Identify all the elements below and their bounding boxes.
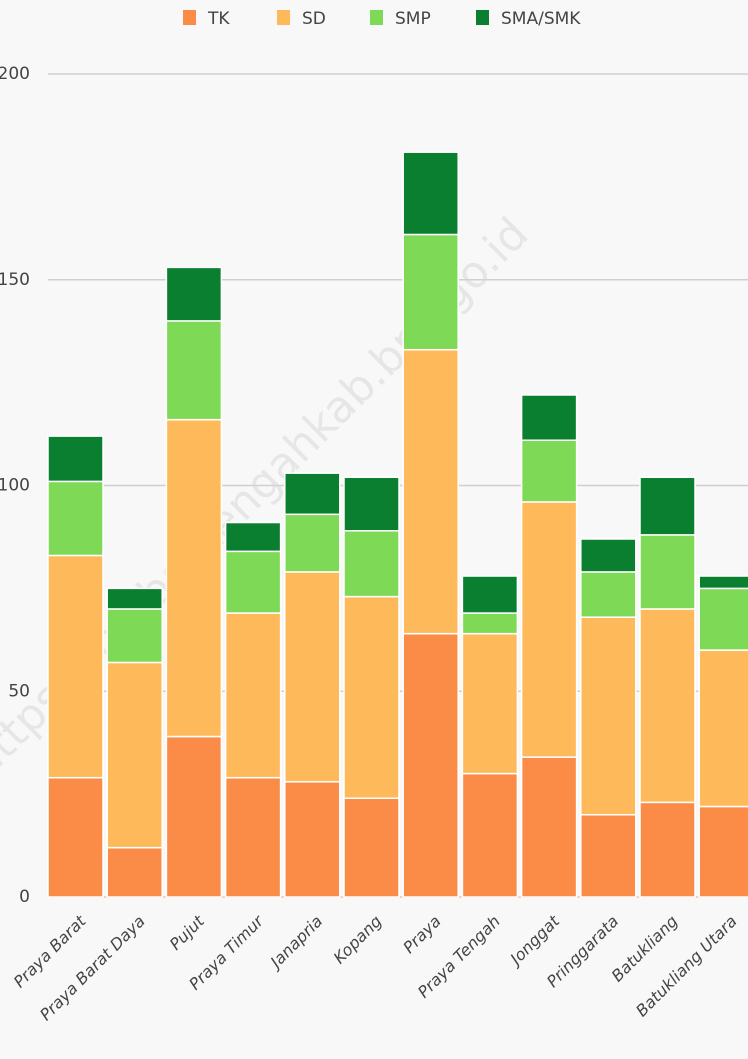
bar-segment <box>343 797 400 898</box>
bar-segment <box>284 513 341 573</box>
bar-segment <box>580 538 637 573</box>
bar-segment <box>639 801 696 898</box>
bar-segment <box>461 772 519 898</box>
bar-segment <box>461 575 519 614</box>
x-tick-label: Praya <box>399 912 444 957</box>
bar-segment <box>402 632 459 898</box>
bar-segment <box>165 418 223 738</box>
bar-segment <box>343 476 400 532</box>
bar-segment <box>639 608 696 804</box>
bar-segment <box>47 480 104 557</box>
bar-segment <box>284 571 341 783</box>
x-tick-label: Janapria <box>264 912 326 974</box>
bar-segment <box>47 435 104 483</box>
x-tick-label: Jonggat <box>504 911 563 970</box>
bar-segment <box>461 612 519 635</box>
bar-segment <box>402 233 459 351</box>
x-tick-label: Praya Barat Daya <box>36 912 149 1025</box>
x-tick-label: Batukliang Utara <box>632 912 741 1021</box>
bar-segment <box>698 587 748 651</box>
bar-segment <box>520 439 578 503</box>
bar-segment <box>106 661 163 849</box>
legend-swatch <box>183 10 196 25</box>
x-tick-label: Pujut <box>166 911 209 954</box>
bar-segment <box>224 550 282 614</box>
legend-label: SMA/SMK <box>501 9 581 29</box>
bar-segment <box>106 846 163 898</box>
bar-segment <box>343 595 400 799</box>
bar-segment <box>402 348 459 635</box>
bar-segment <box>520 501 578 758</box>
bar-segment <box>224 521 282 553</box>
bar-segment <box>580 571 637 618</box>
bar-segment <box>106 608 163 664</box>
bar-segment <box>165 320 223 421</box>
y-tick-label: 200 <box>0 64 30 84</box>
bar-segment <box>580 813 637 898</box>
bar-segment <box>284 472 341 516</box>
bar-segment <box>402 151 459 236</box>
bar-segment <box>284 781 341 898</box>
legend-label: SD <box>302 9 326 29</box>
bar-segment <box>224 776 282 898</box>
bar-segment <box>639 476 696 536</box>
legend-swatch <box>277 10 290 25</box>
x-tick-label: Kopang <box>330 912 386 968</box>
bar-segment <box>106 587 163 610</box>
bar-segment <box>520 394 578 441</box>
y-tick-label: 0 <box>19 887 30 907</box>
bar-segment <box>47 554 104 779</box>
bar-segment <box>165 735 223 898</box>
legend-label: TK <box>207 9 230 29</box>
bar-segment <box>165 266 223 322</box>
y-tick-label: 50 <box>8 681 30 701</box>
y-tick-label: 100 <box>0 476 30 496</box>
legend-swatch <box>476 10 489 25</box>
y-tick-label: 150 <box>0 270 30 290</box>
bar-segment <box>343 530 400 598</box>
bar-segment <box>698 649 748 808</box>
bar-segment <box>224 612 282 779</box>
bar-segment <box>47 776 104 898</box>
legend-label: SMP <box>395 9 431 29</box>
bar-segment <box>461 632 519 775</box>
bar-segment <box>520 756 578 898</box>
legend-swatch <box>370 10 383 25</box>
bar-segment <box>580 616 637 816</box>
bar-segment <box>698 805 748 898</box>
bar-segment <box>639 534 696 610</box>
bar-segment <box>698 575 748 590</box>
